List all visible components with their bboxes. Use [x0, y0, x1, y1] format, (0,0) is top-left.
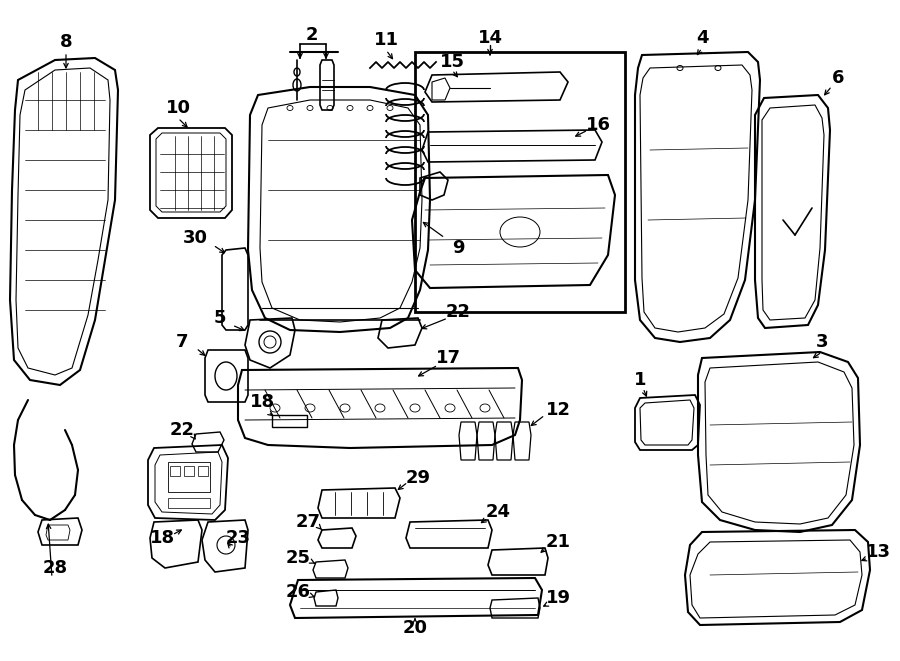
Text: 3: 3 — [815, 333, 828, 351]
Bar — [272, 415, 307, 427]
Text: 5: 5 — [214, 309, 226, 327]
Text: 15: 15 — [439, 53, 464, 71]
Text: 11: 11 — [374, 31, 399, 49]
Text: 2: 2 — [306, 26, 319, 44]
Bar — [168, 462, 210, 492]
Text: 30: 30 — [183, 229, 208, 247]
Text: 21: 21 — [545, 533, 571, 551]
Text: 23: 23 — [226, 529, 250, 547]
Text: 28: 28 — [42, 559, 68, 577]
Text: 20: 20 — [402, 619, 428, 637]
Text: 29: 29 — [406, 469, 430, 487]
Text: 22: 22 — [169, 421, 194, 439]
Text: 13: 13 — [866, 543, 890, 561]
Bar — [198, 466, 208, 476]
Text: 24: 24 — [485, 503, 510, 521]
Text: 14: 14 — [478, 29, 502, 47]
Text: 7: 7 — [176, 333, 188, 351]
Text: 8: 8 — [59, 33, 72, 51]
Text: 1: 1 — [634, 371, 646, 389]
Text: 18: 18 — [249, 393, 274, 411]
Bar — [415, 52, 625, 312]
Text: 18: 18 — [149, 529, 175, 547]
Text: 10: 10 — [166, 99, 191, 117]
Text: 27: 27 — [295, 513, 320, 531]
Text: 22: 22 — [446, 303, 471, 321]
Text: 19: 19 — [545, 589, 571, 607]
Bar — [168, 498, 210, 508]
Text: 4: 4 — [696, 29, 708, 47]
Text: 9: 9 — [452, 239, 464, 257]
Text: 17: 17 — [436, 349, 461, 367]
Text: 26: 26 — [285, 583, 310, 601]
Text: 16: 16 — [586, 116, 610, 134]
Text: 6: 6 — [832, 69, 844, 87]
Text: 12: 12 — [545, 401, 571, 419]
Text: 25: 25 — [285, 549, 310, 567]
Bar — [184, 466, 194, 476]
Bar — [170, 466, 180, 476]
